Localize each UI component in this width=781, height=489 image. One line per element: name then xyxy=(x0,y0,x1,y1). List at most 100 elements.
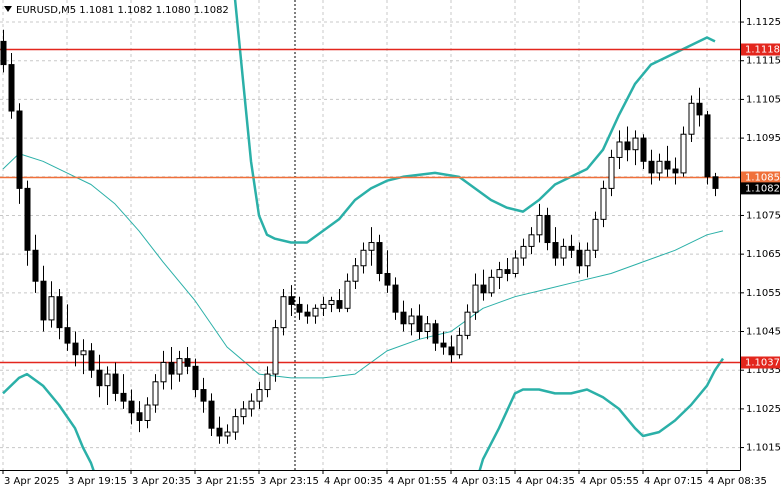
x-tick-label: 3 Apr 20:35 xyxy=(132,476,191,487)
candle-body xyxy=(584,249,591,267)
candle-body xyxy=(136,412,143,421)
candle-body xyxy=(536,214,543,236)
level-label-box xyxy=(741,171,780,184)
candle-body xyxy=(352,265,359,282)
candle-body xyxy=(464,311,471,336)
candle-body xyxy=(512,257,519,274)
candle-body xyxy=(320,303,327,309)
level-label-box xyxy=(741,356,780,369)
candle-body xyxy=(656,160,663,174)
candle-body xyxy=(520,245,527,259)
candle-body xyxy=(504,269,511,274)
candle-body xyxy=(424,323,431,333)
candle-body xyxy=(304,311,311,317)
band-line xyxy=(2,357,725,470)
band-line xyxy=(233,0,716,244)
menu-triangle[interactable] xyxy=(4,6,12,12)
candle-body xyxy=(552,242,559,259)
candle-body xyxy=(8,64,15,112)
candle-body xyxy=(672,168,679,174)
candle-body xyxy=(16,110,23,189)
candle-body xyxy=(496,269,503,278)
x-tick-label: 4 Apr 05:55 xyxy=(580,476,639,487)
y-tick-label: 1.1015 xyxy=(746,443,781,454)
candle-body xyxy=(480,284,487,294)
candle-body xyxy=(48,296,55,321)
candle-body xyxy=(224,431,231,437)
candle-body xyxy=(560,245,567,259)
candle-body xyxy=(280,296,287,329)
chart-title: EURUSD,M5 1.1081 1.1082 1.1080 1.1082 xyxy=(16,5,229,16)
x-tick-label: 3 Apr 19:15 xyxy=(68,476,127,487)
candle-body xyxy=(0,40,7,66)
candle-body xyxy=(40,280,47,321)
candle-body xyxy=(688,102,695,135)
candle-body xyxy=(232,416,239,433)
candle-body xyxy=(472,284,479,313)
x-tick-label: 4 Apr 07:15 xyxy=(644,476,703,487)
candle-body xyxy=(576,249,583,267)
candle-body xyxy=(288,296,295,305)
candle-body xyxy=(456,334,463,356)
candle-body xyxy=(104,373,111,387)
x-tick-label: 4 Apr 01:55 xyxy=(388,476,447,487)
candle-body xyxy=(544,214,551,244)
candle-body xyxy=(32,249,39,282)
candle-body xyxy=(608,156,615,189)
candle-body xyxy=(336,300,343,309)
candle-body xyxy=(432,323,439,344)
candle-body xyxy=(400,311,407,325)
candle-body xyxy=(24,187,31,251)
candle-body xyxy=(240,408,247,418)
candle-body xyxy=(648,160,655,174)
candle-body xyxy=(616,141,623,158)
level-label: 1.1085 xyxy=(745,173,780,184)
candle-body xyxy=(296,303,303,313)
candle-body xyxy=(696,102,703,116)
x-tick-label: 4 Apr 08:35 xyxy=(708,476,767,487)
candle-body xyxy=(376,242,383,274)
candle-body xyxy=(160,361,167,383)
candle-body xyxy=(344,280,351,309)
candle-body xyxy=(112,373,119,394)
candle-body xyxy=(368,242,375,251)
candle-body xyxy=(248,400,255,410)
candle-body xyxy=(56,296,63,329)
x-tick-label: 4 Apr 04:35 xyxy=(516,476,575,487)
x-tick-label: 3 Apr 21:55 xyxy=(196,476,255,487)
level-label: 1.1037 xyxy=(745,358,780,369)
candle-body xyxy=(680,133,687,174)
candle-body xyxy=(712,176,719,189)
candle-body xyxy=(632,137,639,151)
candle-body xyxy=(192,365,199,391)
candle-body xyxy=(624,141,631,151)
candle-body xyxy=(144,404,151,421)
y-tick-label: 1.1125 xyxy=(746,17,781,28)
candle-body xyxy=(408,315,415,325)
candle-body xyxy=(360,249,367,267)
y-tick-label: 1.1095 xyxy=(746,133,781,144)
candle-body xyxy=(200,389,207,402)
y-tick-label: 1.1055 xyxy=(746,288,781,299)
candle-body xyxy=(488,276,495,294)
candle-body xyxy=(448,346,455,356)
candle-body xyxy=(384,272,391,286)
y-tick-label: 1.1035 xyxy=(746,365,781,376)
candle-body xyxy=(592,218,599,251)
last-price-label: 1.1082 xyxy=(745,183,780,194)
candle-body xyxy=(264,373,271,391)
candle-body xyxy=(568,245,575,251)
x-tick-label: 3 Apr 23:15 xyxy=(260,476,319,487)
candle-body xyxy=(80,350,87,356)
candle-body xyxy=(184,358,191,367)
candle-body xyxy=(704,114,711,178)
candle-body xyxy=(392,284,399,313)
candle-body xyxy=(600,187,607,220)
candle-body xyxy=(440,342,447,348)
candle-body xyxy=(664,160,671,170)
candle-body xyxy=(272,327,279,375)
candle-body xyxy=(528,234,535,247)
